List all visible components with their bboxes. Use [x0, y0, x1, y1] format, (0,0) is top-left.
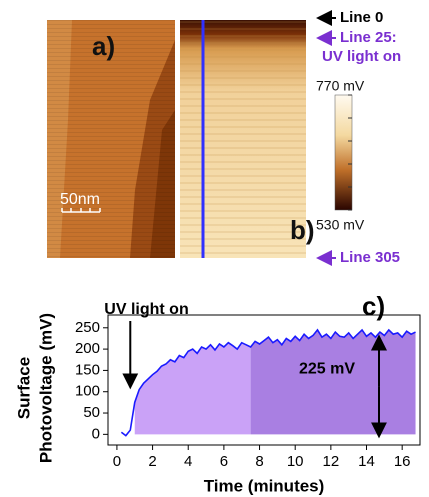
line-label: Line 25: [340, 29, 397, 46]
y-axis-label: Surface [14, 357, 33, 419]
panel-label: c) [362, 291, 385, 321]
panel-b: b) [180, 20, 315, 258]
y-tick-label: 250 [75, 319, 100, 336]
y-axis-label: Photovoltage (mV) [36, 313, 55, 463]
panel-a: a) 50nm [47, 20, 175, 258]
y-tick-label: 0 [92, 425, 100, 442]
chart: 0 50 100 150 200 250 0 2 4 6 8 10 12 14 16 Time (minute… [14, 291, 421, 495]
annotation: 225 mV [299, 360, 355, 377]
x-tick-label: 0 [113, 453, 121, 470]
colorbar-max: 770 mV [316, 78, 365, 94]
x-tick-label: 2 [148, 453, 156, 470]
colorbar-min: 530 mV [316, 217, 365, 233]
plot-frame [107, 314, 421, 446]
shaded-area [134, 342, 251, 435]
annotation: UV light on [104, 301, 188, 318]
x-axis-label: Time (minutes) [204, 476, 325, 495]
line-labels: Line 0 Line 25: UV light on Line 305 [316, 9, 401, 266]
line-label: Line 0 [340, 9, 383, 26]
x-tick-label: 10 [287, 453, 304, 470]
scale-bar-label: 50nm [60, 191, 100, 208]
x-tick-label: 16 [394, 453, 411, 470]
scale-bar [61, 208, 101, 213]
panel-label: a) [92, 31, 115, 61]
x-tick-label: 6 [220, 453, 228, 470]
line-label: Line 305 [340, 249, 400, 266]
x-tick-label: 8 [255, 453, 263, 470]
x-tick-label: 14 [358, 453, 375, 470]
x-tick-label: 4 [184, 453, 192, 470]
y-tick-label: 200 [75, 340, 100, 357]
colorbar: 770 mV 530 mV [316, 78, 365, 233]
y-tick-label: 100 [75, 383, 100, 400]
y-tick-label: 50 [83, 404, 100, 421]
panel-label: b) [290, 215, 315, 245]
y-tick-label: 150 [75, 361, 100, 378]
data-line [120, 328, 416, 437]
x-tick-label: 12 [323, 453, 340, 470]
shaded-area [250, 329, 416, 435]
line-label: UV light on [322, 48, 401, 65]
